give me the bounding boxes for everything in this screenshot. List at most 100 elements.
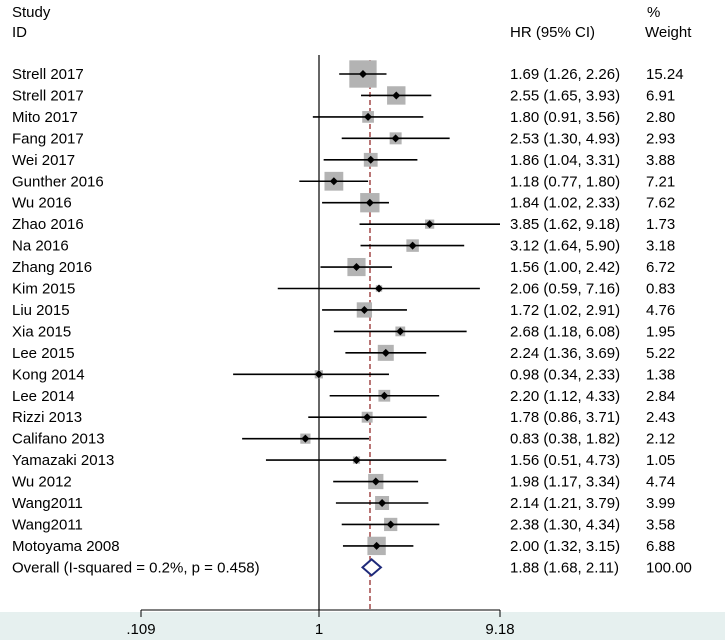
hr-ci-value: 3.85 (1.62, 9.18) (510, 216, 620, 233)
weight-value: 5.22 (646, 345, 675, 362)
hr-ci-value: 1.18 (0.77, 1.80) (510, 173, 620, 190)
study-rows: Strell 2017 1.69 (1.26, 2.26) 15.24 Strell … (12, 60, 692, 577)
weight-value: 2.43 (646, 409, 675, 426)
study-label: Rizzi 2013 (12, 409, 82, 426)
header-id: ID (12, 24, 27, 41)
point-estimate (365, 198, 374, 207)
hr-ci-value: 2.06 (0.59, 7.16) (510, 281, 620, 298)
study-label: Xia 2015 (12, 323, 71, 340)
hr-ci-value: 2.14 (1.21, 3.79) (510, 495, 620, 512)
point-estimate (425, 220, 434, 229)
point-estimate (363, 413, 372, 422)
hr-ci-value: 1.80 (0.91, 3.56) (510, 109, 620, 126)
header-study: Study (12, 4, 51, 21)
point-estimate (381, 348, 390, 357)
weight-value: 6.91 (646, 87, 675, 104)
study-label: Wu 2016 (12, 195, 72, 212)
study-label: Mito 2017 (12, 109, 78, 126)
weight-value: 1.73 (646, 216, 675, 233)
study-label: Wei 2017 (12, 152, 75, 169)
point-estimate (391, 134, 400, 143)
study-label: Strell 2017 (12, 66, 84, 83)
hr-ci-value: 2.68 (1.18, 6.08) (510, 323, 620, 340)
point-estimate (314, 370, 323, 379)
point-estimate (301, 434, 310, 443)
weight-value: 7.21 (646, 173, 675, 190)
axis-band (0, 612, 725, 640)
study-label: Zhao 2016 (12, 216, 84, 233)
point-estimate (352, 263, 361, 272)
hr-ci-value: 1.56 (1.00, 2.42) (510, 259, 620, 276)
point-estimate (380, 391, 389, 400)
hr-ci-value: 2.38 (1.30, 4.34) (510, 516, 620, 533)
weight-value: 0.83 (646, 281, 675, 298)
point-estimate (360, 305, 369, 314)
hr-ci-value: 0.98 (0.34, 2.33) (510, 366, 620, 383)
weight-value: 1.95 (646, 323, 675, 340)
weight-value: 2.93 (646, 130, 675, 147)
study-label: Liu 2015 (12, 302, 70, 319)
hr-ci-value: 1.56 (0.51, 4.73) (510, 452, 620, 469)
point-estimate (396, 327, 405, 336)
study-label: Fang 2017 (12, 130, 84, 147)
study-label: Kong 2014 (12, 366, 85, 383)
weight-value: 3.99 (646, 495, 675, 512)
weight-value: 7.62 (646, 195, 675, 212)
hr-ci-value: 2.24 (1.36, 3.69) (510, 345, 620, 362)
header-weight: Weight (645, 24, 692, 41)
study-label: Motoyama 2008 (12, 538, 120, 555)
weight-value: 2.80 (646, 109, 675, 126)
study-label: Kim 2015 (12, 281, 75, 298)
hr-ci-value: 3.12 (1.64, 5.90) (510, 238, 620, 255)
x-tick-label: .109 (126, 621, 155, 638)
point-estimate (386, 520, 395, 529)
study-label: Wang2011 (12, 495, 83, 512)
weight-value: 6.72 (646, 259, 675, 276)
study-label: Lee 2015 (12, 345, 75, 362)
study-label: Strell 2017 (12, 87, 84, 104)
study-label: Gunther 2016 (12, 173, 104, 190)
overall-hr-ci: 1.88 (1.68, 2.11) (510, 559, 619, 576)
point-estimate (364, 112, 373, 121)
hr-ci-value: 2.00 (1.32, 3.15) (510, 538, 620, 555)
weight-value: 2.12 (646, 431, 675, 448)
header-percent: % (647, 4, 660, 21)
weight-value: 4.76 (646, 302, 675, 319)
hr-ci-value: 2.20 (1.12, 4.33) (510, 388, 620, 405)
x-tick-label: 9.18 (485, 621, 514, 638)
weight-value: 1.05 (646, 452, 675, 469)
hr-ci-value: 1.86 (1.04, 3.31) (510, 152, 620, 169)
hr-ci-value: 2.53 (1.30, 4.93) (510, 130, 620, 147)
point-estimate (378, 499, 387, 507)
study-label: Zhang 2016 (12, 259, 92, 276)
point-estimate (372, 541, 381, 550)
overall-label: Overall (I-squared = 0.2%, p = 0.458) (12, 559, 260, 576)
hr-ci-value: 0.83 (0.38, 1.82) (510, 431, 620, 448)
point-estimate (329, 177, 338, 186)
hr-ci-value: 1.84 (1.02, 2.33) (510, 195, 620, 212)
weight-value: 3.18 (646, 238, 675, 255)
overall-weight: 100.00 (646, 559, 692, 576)
weight-value: 1.38 (646, 366, 675, 383)
point-estimate (358, 70, 367, 78)
hr-ci-value: 1.72 (1.02, 2.91) (510, 302, 620, 319)
header-hr: HR (95% CI) (510, 24, 595, 41)
x-tick-label: 1 (315, 621, 323, 638)
weight-value: 4.74 (646, 474, 675, 491)
point-estimate (371, 477, 380, 486)
study-label: Wu 2012 (12, 474, 72, 491)
point-estimate (374, 284, 383, 293)
study-label: Lee 2014 (12, 388, 75, 405)
weight-value: 15.24 (646, 66, 684, 83)
weight-value: 3.58 (646, 516, 675, 533)
weight-value: 2.84 (646, 388, 675, 405)
study-label: Na 2016 (12, 238, 69, 255)
overall-diamond (360, 558, 383, 577)
hr-ci-value: 1.78 (0.86, 3.71) (510, 409, 620, 426)
hr-ci-value: 1.69 (1.26, 2.26) (510, 66, 620, 83)
hr-ci-value: 1.98 (1.17, 3.34) (510, 474, 620, 491)
study-label: Wang2011 (12, 516, 83, 533)
weight-value: 3.88 (646, 152, 675, 169)
study-label: Califano 2013 (12, 431, 105, 448)
